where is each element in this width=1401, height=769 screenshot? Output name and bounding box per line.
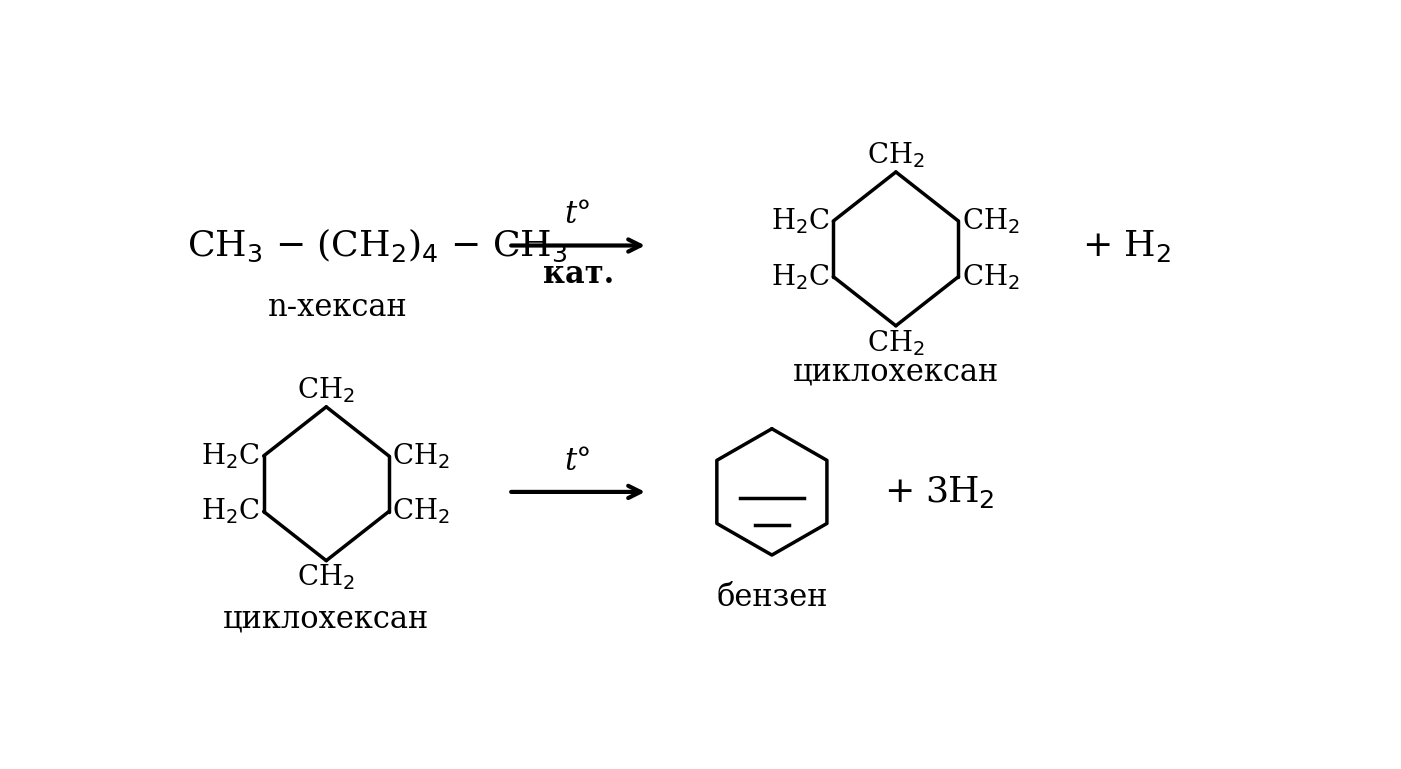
- Text: циклохексан: циклохексан: [793, 357, 999, 388]
- Text: n-хексан: n-хексан: [268, 291, 408, 323]
- Text: CH$_2$: CH$_2$: [961, 206, 1020, 236]
- Text: CH$_2$: CH$_2$: [961, 261, 1020, 291]
- Text: CH$_2$: CH$_2$: [867, 140, 925, 170]
- Text: CH$_2$: CH$_2$: [392, 497, 450, 527]
- Text: CH$_2$: CH$_2$: [867, 328, 925, 358]
- Text: H$_2$C: H$_2$C: [202, 497, 261, 527]
- Text: CH$_2$: CH$_2$: [392, 441, 450, 471]
- Text: CH$_2$: CH$_2$: [297, 563, 356, 592]
- Text: t°: t°: [565, 445, 591, 477]
- Text: H$_2$C: H$_2$C: [771, 206, 829, 236]
- Text: + H$_2$: + H$_2$: [1082, 228, 1171, 264]
- Text: CH$_3$ $-$ (CH$_2$)$_4$ $-$ CH$_3$: CH$_3$ $-$ (CH$_2$)$_4$ $-$ CH$_3$: [186, 227, 567, 265]
- Text: кат.: кат.: [542, 259, 614, 291]
- Text: t°: t°: [565, 199, 591, 230]
- Text: H$_2$C: H$_2$C: [202, 441, 261, 471]
- Text: бензен: бензен: [716, 582, 828, 613]
- Text: CH$_2$: CH$_2$: [297, 375, 356, 404]
- Text: + 3H$_2$: + 3H$_2$: [884, 474, 995, 510]
- Text: циклохексан: циклохексан: [223, 604, 429, 634]
- Text: H$_2$C: H$_2$C: [771, 261, 829, 291]
